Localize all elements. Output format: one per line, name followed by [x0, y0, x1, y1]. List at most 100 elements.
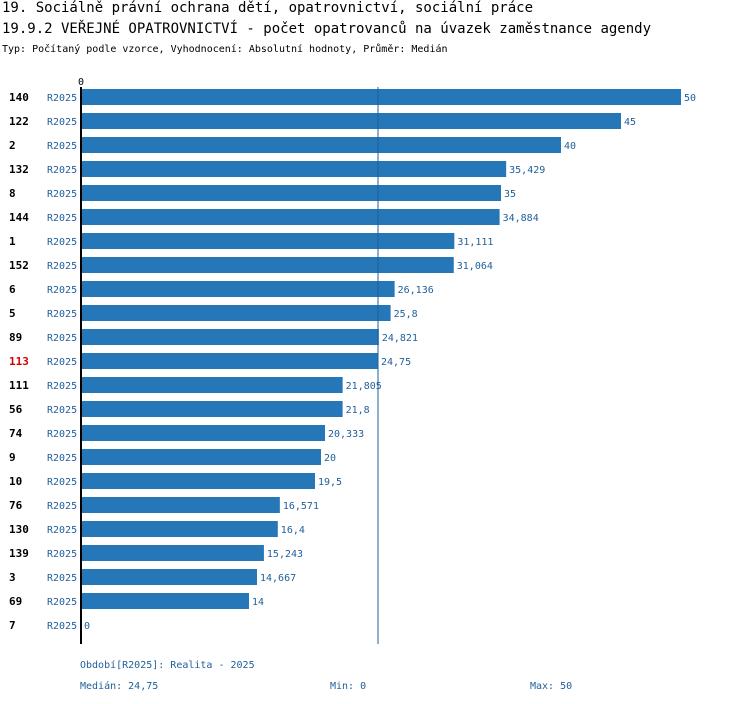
- row-period-label: R2025: [47, 189, 77, 200]
- bar: [81, 569, 258, 585]
- bar-value-label: 19,5: [318, 477, 342, 488]
- bar: [81, 233, 455, 249]
- bar-value-label: 45: [624, 117, 636, 128]
- bar: [81, 257, 454, 273]
- bar: [81, 545, 264, 561]
- bar: [81, 305, 391, 321]
- row-id-label: 132: [9, 163, 29, 176]
- row-period-label: R2025: [47, 165, 77, 176]
- bar-value-label: 40: [564, 141, 576, 152]
- row-id-label: 8: [9, 187, 16, 200]
- row-id-label: 144: [9, 211, 29, 224]
- row-period-label: R2025: [47, 597, 77, 608]
- bar: [81, 449, 321, 465]
- bar: [81, 473, 315, 489]
- footer-period: Období[R2025]: Realita - 2025: [80, 660, 255, 671]
- row-period-label: R2025: [47, 117, 77, 128]
- row-id-label: 10: [9, 475, 22, 488]
- row-id-label: 111: [9, 379, 29, 392]
- bar: [81, 521, 278, 537]
- bar-value-label: 14,667: [260, 573, 296, 584]
- bar-value-label: 24,75: [381, 357, 411, 368]
- row-period-label: R2025: [47, 213, 77, 224]
- bar: [81, 281, 395, 297]
- row-id-label: 69: [9, 595, 22, 608]
- bar-value-label: 24,821: [382, 333, 418, 344]
- bar-value-label: 35: [504, 189, 516, 200]
- bar-value-label: 25,8: [394, 309, 418, 320]
- row-period-label: R2025: [47, 309, 77, 320]
- bar-value-label: 15,243: [267, 549, 303, 560]
- bar: [81, 353, 378, 369]
- row-id-label: 6: [9, 283, 16, 296]
- row-period-label: R2025: [47, 141, 77, 152]
- row-id-label: 56: [9, 403, 23, 416]
- bar: [81, 425, 325, 441]
- row-id-label: 3: [9, 571, 16, 584]
- footer-max: Max: 50: [530, 681, 573, 692]
- bar: [81, 377, 343, 393]
- row-period-label: R2025: [47, 525, 77, 536]
- bar: [81, 89, 681, 105]
- bar-value-label: 21,805: [346, 381, 382, 392]
- row-id-label: 89: [9, 331, 22, 344]
- bar: [81, 497, 280, 513]
- bar: [81, 137, 561, 153]
- row-period-label: R2025: [47, 381, 77, 392]
- row-period-label: R2025: [47, 285, 77, 296]
- row-id-label: 152: [9, 259, 29, 272]
- bar-value-label: 31,111: [457, 237, 493, 248]
- row-id-label: 1: [9, 235, 16, 248]
- bar-value-label: 21,8: [346, 405, 370, 416]
- row-period-label: R2025: [47, 549, 77, 560]
- row-period-label: R2025: [47, 333, 77, 344]
- row-period-label: R2025: [47, 453, 77, 464]
- row-id-label: 74: [9, 427, 23, 440]
- row-id-label: 2: [9, 139, 16, 152]
- bar: [81, 329, 379, 345]
- chart-subtitle: 19.9.2 VEŘEJNÉ OPATROVNICTVÍ - počet opa…: [2, 21, 652, 37]
- chart-title: 19. Sociálně právní ochrana dětí, opatro…: [2, 0, 534, 16]
- row-id-label: 76: [9, 499, 23, 512]
- bar: [81, 161, 507, 177]
- axis-zero-label: 0: [78, 77, 84, 88]
- row-period-label: R2025: [47, 573, 77, 584]
- chart-type-description: Typ: Počítaný podle vzorce, Vyhodnocení:…: [2, 44, 448, 55]
- row-id-label: 9: [9, 451, 16, 464]
- bar: [81, 113, 621, 129]
- row-id-label: 140: [9, 91, 29, 104]
- bar-value-label: 16,571: [283, 501, 319, 512]
- bar-value-label: 20: [324, 453, 336, 464]
- row-period-label: R2025: [47, 93, 77, 104]
- bar: [81, 593, 249, 609]
- bar-value-label: 35,429: [509, 165, 545, 176]
- bar-value-label: 20,333: [328, 429, 364, 440]
- bar-value-label: 34,884: [503, 213, 539, 224]
- footer-median: Medián: 24,75: [80, 681, 159, 692]
- bar: [81, 185, 501, 201]
- footer-min: Min: 0: [330, 681, 367, 692]
- bar-value-label: 14: [252, 597, 264, 608]
- bar-value-label: 50: [684, 93, 696, 104]
- row-id-label: 113: [9, 355, 29, 368]
- row-id-label: 7: [9, 619, 16, 632]
- bar: [81, 401, 343, 417]
- row-id-label: 139: [9, 547, 29, 560]
- row-period-label: R2025: [47, 405, 77, 416]
- row-id-label: 5: [9, 307, 16, 320]
- row-period-label: R2025: [47, 477, 77, 488]
- row-period-label: R2025: [47, 261, 77, 272]
- row-period-label: R2025: [47, 429, 77, 440]
- bar: [81, 209, 500, 225]
- row-period-label: R2025: [47, 621, 77, 632]
- row-id-label: 122: [9, 115, 29, 128]
- row-period-label: R2025: [47, 237, 77, 248]
- bar-value-label: 31,064: [457, 261, 493, 272]
- row-period-label: R2025: [47, 357, 77, 368]
- row-id-label: 130: [9, 523, 29, 536]
- bar-value-label: 26,136: [398, 285, 434, 296]
- bar-value-label: 0: [84, 621, 90, 632]
- bar-value-label: 16,4: [281, 525, 305, 536]
- row-period-label: R2025: [47, 501, 77, 512]
